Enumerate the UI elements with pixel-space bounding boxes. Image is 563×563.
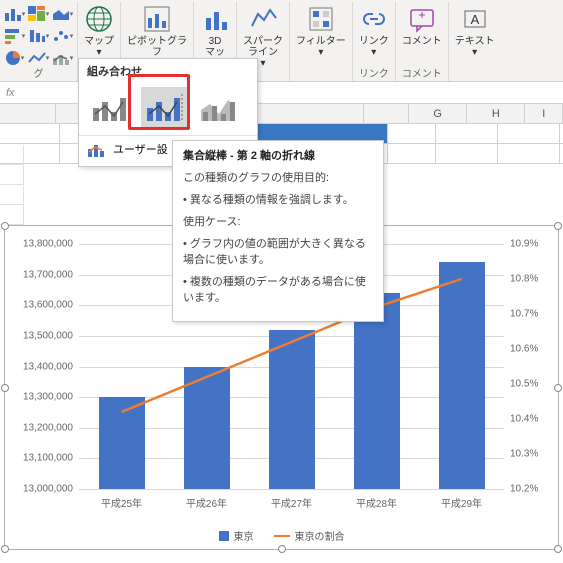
comment-group-label: コメント xyxy=(396,65,448,80)
chart-type-tooltip: 集合縦棒 - 第 2 軸の折れ線 この種類のグラフの使用目的: • 異なる種類の… xyxy=(172,140,384,322)
spark-label: スパーク ライン xyxy=(243,36,283,58)
comment-label: コメント xyxy=(402,36,442,47)
filter-icon xyxy=(306,4,336,34)
y1-tick: 13,100,000 xyxy=(23,453,79,464)
dropdown-title: 組み合わせ xyxy=(79,59,257,83)
fx-label: fx xyxy=(6,87,15,99)
tooltip-usecase-1: • グラフ内の値の範囲が大きく異なる場合に使います。 xyxy=(183,237,373,269)
y2-tick: 10.3% xyxy=(504,449,538,460)
pivot-chart-icon xyxy=(142,4,172,34)
combo-option-1[interactable] xyxy=(87,87,133,127)
link-button[interactable]: リンク▾ リンク xyxy=(353,2,396,81)
pivot-label: ピボットグラ フ xyxy=(127,36,187,58)
x-tick: 平成25年 xyxy=(101,489,142,510)
link-label: リンク xyxy=(359,36,389,47)
y1-tick: 13,600,000 xyxy=(23,300,79,311)
y1-tick: 13,500,000 xyxy=(23,330,79,341)
tooltip-purpose-1: • 異なる種類の情報を強調します。 xyxy=(183,193,373,209)
chart-stat-icon[interactable]: ▾ xyxy=(28,26,50,46)
sparkline-icon xyxy=(248,4,278,34)
link-icon xyxy=(359,4,389,34)
y1-tick: 13,000,000 xyxy=(23,484,79,495)
tooltip-usecase-2: • 複数の種類のデータがある場合に使います。 xyxy=(183,275,373,307)
tooltip-title: 集合縦棒 - 第 2 軸の折れ線 xyxy=(183,149,373,165)
y2-tick: 10.8% xyxy=(504,274,538,285)
y2-tick: 10.9% xyxy=(504,239,538,250)
map-label: マップ xyxy=(84,36,114,47)
comment-button[interactable]: コメント コメント xyxy=(396,2,449,81)
y2-tick: 10.4% xyxy=(504,414,538,425)
link-group-label: リンク xyxy=(353,65,395,80)
combo-option-3[interactable] xyxy=(195,87,241,127)
y1-tick: 13,400,000 xyxy=(23,361,79,372)
x-tick: 平成27年 xyxy=(271,489,312,510)
3d-label: 3D マッ xyxy=(205,36,225,58)
tooltip-purpose-label: この種類のグラフの使用目的: xyxy=(183,171,373,187)
col-header[interactable]: G xyxy=(409,104,467,123)
col-header[interactable]: I xyxy=(525,104,563,123)
filter-button[interactable]: フィルター▾ xyxy=(290,2,353,81)
legend-line: 東京の割合 xyxy=(274,528,345,543)
y1-tick: 13,300,000 xyxy=(23,392,79,403)
col-header[interactable] xyxy=(0,104,56,123)
globe-icon xyxy=(84,4,114,34)
tooltip-usecase-label: 使用ケース: xyxy=(183,215,373,231)
y2-tick: 10.7% xyxy=(504,309,538,320)
y2-tick: 10.2% xyxy=(504,484,538,495)
chart-column-icon[interactable]: ▾ xyxy=(4,26,26,46)
chart-scatter-icon[interactable]: ▾ xyxy=(52,26,74,46)
y2-tick: 10.6% xyxy=(504,344,538,355)
combo-option-2[interactable] xyxy=(141,87,187,127)
text-button[interactable]: A テキスト▾ xyxy=(449,2,501,81)
ribbon-group-label: グ xyxy=(0,65,77,80)
x-tick: 平成28年 xyxy=(356,489,397,510)
x-tick: 平成29年 xyxy=(441,489,482,510)
col-header[interactable]: H xyxy=(467,104,525,123)
chart-bar-icon[interactable]: ▾ xyxy=(4,4,26,24)
3d-map-icon xyxy=(200,4,230,34)
filter-label: フィルター xyxy=(296,36,346,47)
chart-area-icon[interactable]: ▾ xyxy=(52,4,74,24)
custom-combo-icon xyxy=(87,140,107,158)
y1-tick: 13,700,000 xyxy=(23,269,79,280)
textbox-icon: A xyxy=(460,4,490,34)
legend-bar: 東京 xyxy=(219,528,254,543)
text-label: テキスト xyxy=(455,36,495,47)
col-header[interactable] xyxy=(364,104,409,123)
custom-combo-label: ユーザー設 xyxy=(113,141,168,157)
row-spine xyxy=(0,145,24,225)
chart-hier-icon[interactable]: ▾ xyxy=(28,4,50,24)
y1-tick: 13,200,000 xyxy=(23,422,79,433)
y1-tick: 13,800,000 xyxy=(23,239,79,250)
svg-text:A: A xyxy=(470,12,479,27)
y2-tick: 10.5% xyxy=(504,379,538,390)
comment-icon xyxy=(407,4,437,34)
ribbon-group-charts: ▾ ▾ ▾ ▾ ▾ ▾ ▾ ▾ ▾ グ xyxy=(0,2,78,81)
x-tick: 平成26年 xyxy=(186,489,227,510)
chart-legend: 東京 東京の割合 xyxy=(5,528,558,543)
